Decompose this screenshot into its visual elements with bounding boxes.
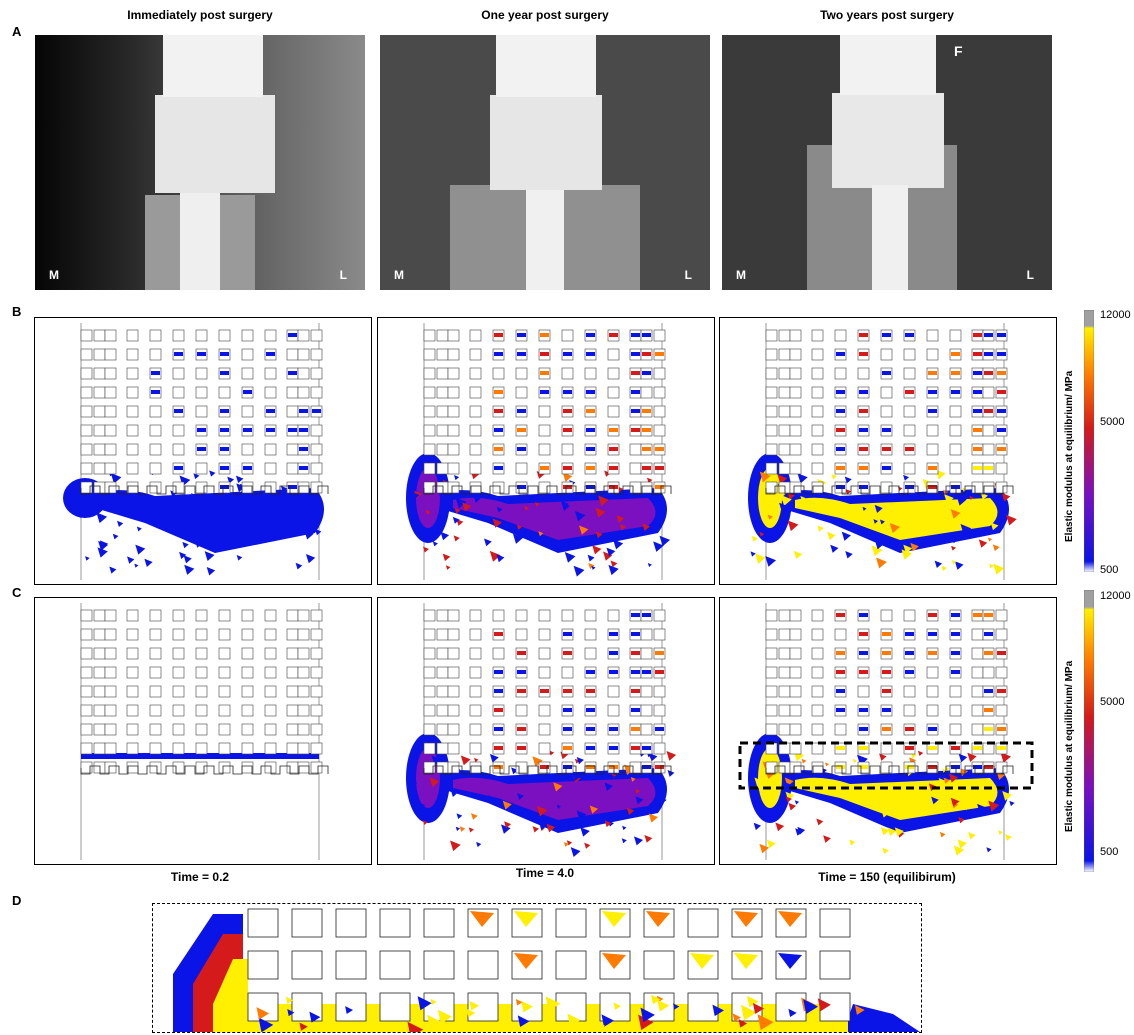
sim-c-immediate <box>34 597 372 865</box>
sim-c-two-years <box>719 597 1057 865</box>
time-label-150: Time = 150 (equilibirum) <box>818 870 956 884</box>
xray-label-lateral: L <box>339 268 347 282</box>
panel-label-b: B <box>12 304 22 319</box>
colorbar-c <box>1083 589 1095 873</box>
xray-one-year: M L <box>380 35 710 290</box>
time-label-0-2: Time = 0.2 <box>170 870 230 884</box>
xray-marker: F <box>954 43 963 59</box>
colorbar-b-title: Elastic modulus at equilibrium/ MPa <box>1064 370 1075 542</box>
xray-label-medial: M <box>49 268 59 282</box>
sim-b-two-years <box>719 317 1057 585</box>
xray-label-medial: M <box>394 268 404 282</box>
panel-label-d: D <box>12 893 22 908</box>
zoom-inset-d <box>152 903 922 1033</box>
sim-b-one-year <box>377 317 715 585</box>
colorbar-b-tick-min: 500 <box>1100 564 1119 576</box>
time-label-4-0: Time = 4.0 <box>515 866 575 880</box>
xray-immediate: M L <box>35 35 365 290</box>
colorbar-b-tick-max: 12000 <box>1100 309 1131 321</box>
sim-b-immediate <box>34 317 372 585</box>
sim-c-one-year <box>377 597 715 865</box>
xray-label-lateral: L <box>684 268 692 282</box>
xray-two-years: F M L <box>722 35 1052 290</box>
column-title-immediate: Immediately post surgery <box>127 8 273 22</box>
xray-label-medial: M <box>736 268 746 282</box>
column-title-two-years: Two years post surgery <box>820 8 954 22</box>
colorbar-c-tick-mid: 5000 <box>1100 696 1125 708</box>
colorbar-c-title: Elastic modulus at equilibrium/ MPa <box>1064 660 1075 832</box>
panel-label-c: C <box>12 585 22 600</box>
xray-label-lateral: L <box>1026 268 1034 282</box>
panel-label-a: A <box>12 24 22 39</box>
colorbar-b-tick-mid: 5000 <box>1100 416 1125 428</box>
column-title-one-year: One year post surgery <box>481 8 609 22</box>
colorbar-c-tick-min: 500 <box>1100 846 1119 858</box>
colorbar-c-tick-max: 12000 <box>1100 590 1131 602</box>
colorbar-b <box>1083 309 1095 573</box>
